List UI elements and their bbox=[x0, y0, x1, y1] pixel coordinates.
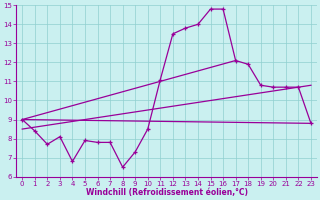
X-axis label: Windchill (Refroidissement éolien,°C): Windchill (Refroidissement éolien,°C) bbox=[85, 188, 248, 197]
